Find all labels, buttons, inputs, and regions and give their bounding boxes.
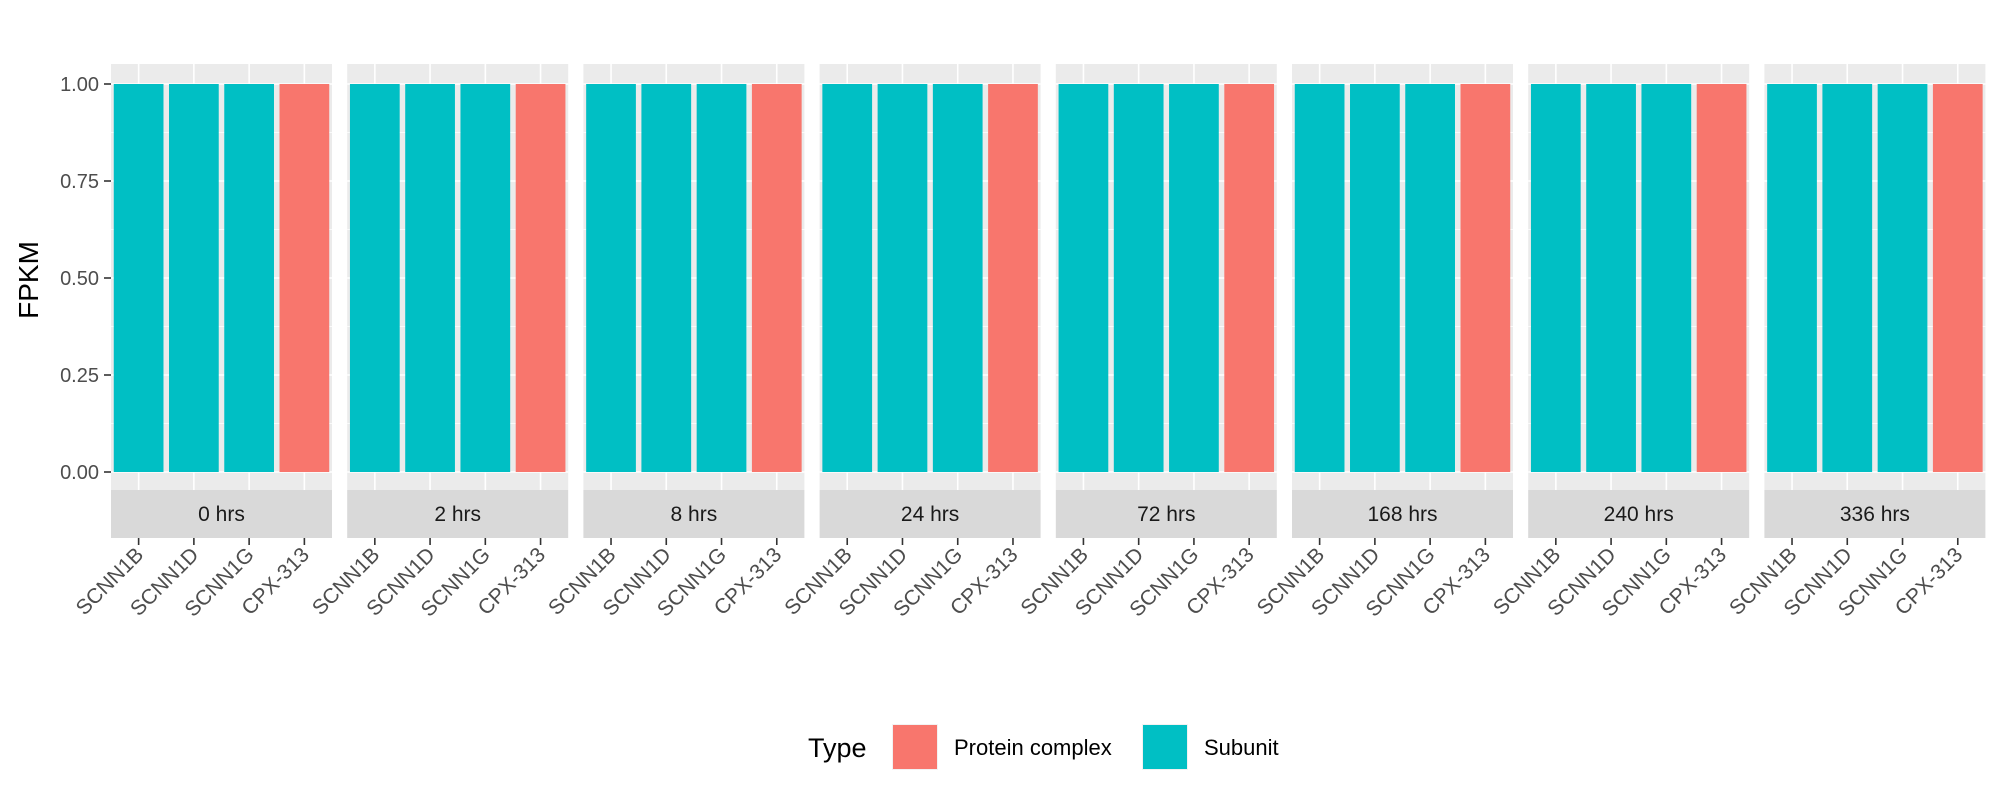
legend: Type Protein complex Subunit	[808, 724, 1279, 770]
bar-scnn1b	[1767, 84, 1817, 472]
y-axis-title: FPKM	[13, 241, 44, 319]
bar-cpx-313	[751, 84, 802, 472]
facet-strip	[1055, 490, 1277, 538]
bar-scnn1g	[224, 84, 274, 472]
legend-key-swatch	[1143, 725, 1187, 769]
facet-label: 168 hrs	[1367, 503, 1437, 526]
facet-label: 72 hrs	[1137, 503, 1195, 526]
bar-cpx-313	[515, 84, 566, 472]
facet-strip	[1528, 490, 1750, 538]
bar-scnn1d	[169, 84, 219, 472]
bar-scnn1g	[1877, 84, 1928, 472]
facet-strip	[1764, 490, 1986, 538]
bar-scnn1d	[877, 84, 928, 472]
legend-item-label: Subunit	[1204, 735, 1279, 760]
facet-label: 2 hrs	[434, 503, 481, 526]
facet-strip	[1292, 490, 1513, 538]
legend-key-swatch	[893, 725, 937, 769]
facet-label: 240 hrs	[1604, 503, 1674, 526]
bar-scnn1b	[1294, 84, 1345, 472]
y-tick-label: 0.25	[60, 365, 99, 387]
bar-scnn1g	[932, 84, 983, 472]
bar-cpx-313	[1224, 84, 1275, 472]
bar-scnn1b	[586, 84, 636, 472]
facet-strip	[111, 490, 332, 538]
bar-cpx-313	[279, 84, 330, 472]
facet-strip	[819, 490, 1041, 538]
bar-scnn1g	[460, 84, 511, 472]
legend-item-label: Protein complex	[954, 735, 1112, 760]
bar-scnn1d	[1350, 84, 1400, 472]
y-tick-label: 0.00	[60, 462, 99, 484]
bar-scnn1b	[349, 84, 400, 472]
facet-strip	[583, 490, 805, 538]
bar-scnn1b	[113, 84, 164, 472]
y-tick-label: 0.50	[60, 268, 99, 290]
bar-scnn1g	[1641, 84, 1692, 472]
facet-label: 24 hrs	[901, 503, 959, 526]
bar-scnn1g	[1169, 84, 1219, 472]
bar-scnn1d	[1586, 84, 1636, 472]
bar-scnn1d	[1822, 84, 1873, 472]
y-axis: 0.00 0.25 0.50 0.75 1.00	[60, 74, 111, 484]
bar-scnn1d	[405, 84, 455, 472]
legend-title: Type	[808, 733, 867, 763]
bar-cpx-313	[1932, 84, 1983, 472]
y-tick-label: 1.00	[60, 74, 99, 96]
bar-scnn1d	[1113, 84, 1164, 472]
y-tick-label: 0.75	[60, 171, 99, 193]
bar-cpx-313	[988, 84, 1038, 472]
facet-label: 0 hrs	[198, 503, 245, 526]
facet-strip	[347, 490, 569, 538]
bar-scnn1g	[1405, 84, 1455, 472]
bar-scnn1b	[822, 84, 873, 472]
bar-scnn1b	[1058, 84, 1109, 472]
bar-cpx-313	[1460, 84, 1511, 472]
bar-scnn1b	[1530, 84, 1581, 472]
facet-label: 336 hrs	[1840, 503, 1910, 526]
facet-label: 8 hrs	[671, 503, 718, 526]
bar-cpx-313	[1696, 84, 1747, 472]
bar-scnn1g	[696, 84, 747, 472]
bar-scnn1d	[641, 84, 692, 472]
